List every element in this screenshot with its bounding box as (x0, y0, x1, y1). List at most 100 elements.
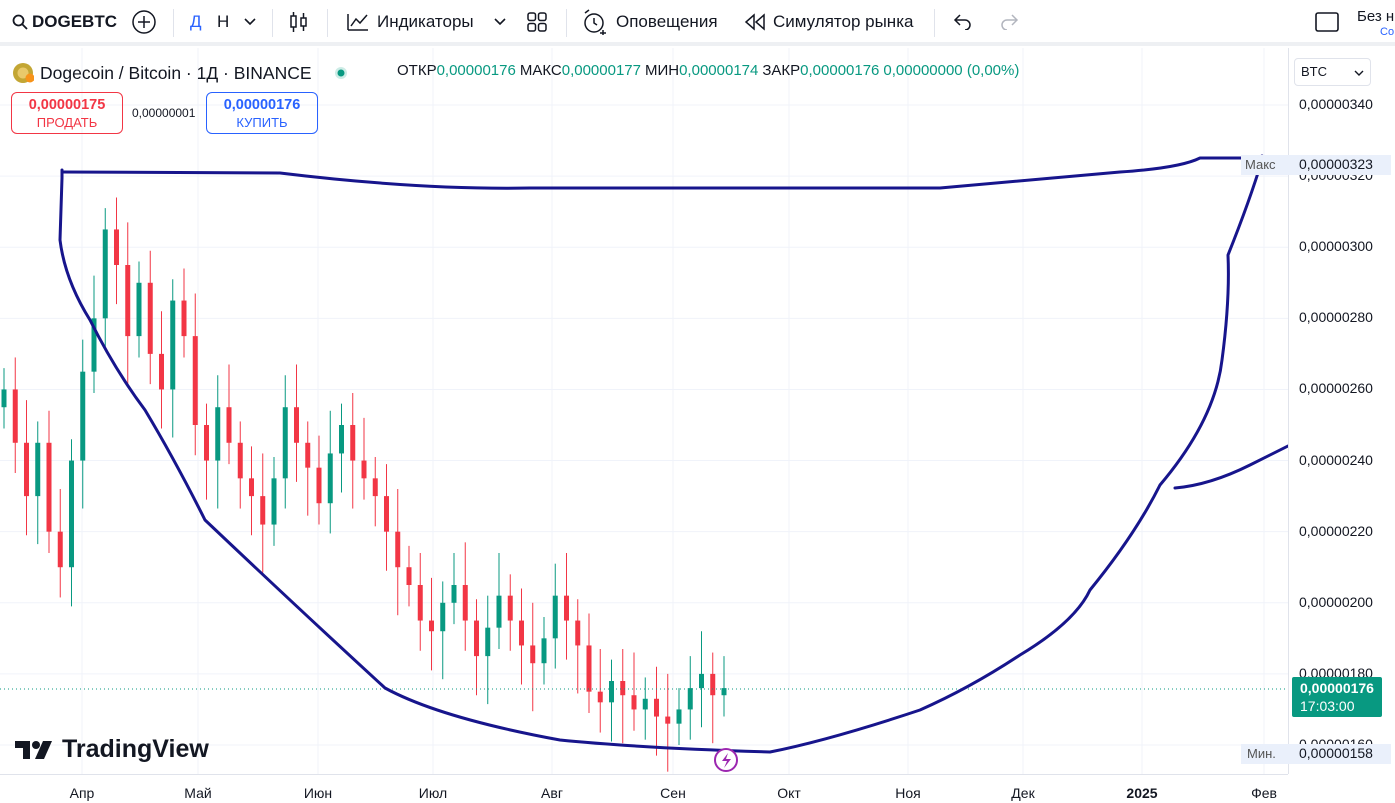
candle-body (485, 627, 491, 657)
candle-body (620, 681, 626, 696)
candle-body (170, 300, 176, 390)
rewind-icon (744, 13, 765, 31)
price-axis[interactable]: BTC 0,00000340 0,00000320 0,00000300 0,0000… (1241, 48, 1395, 774)
candle-body (181, 300, 187, 337)
interval-week-button[interactable]: Н (217, 12, 230, 31)
redo-icon (1001, 14, 1019, 30)
buy-price: 0,00000176 (223, 97, 301, 113)
layout-name[interactable]: Без н (1357, 8, 1395, 25)
spread-value: 0,00000001 (132, 106, 196, 120)
market-open-dot-icon (334, 67, 347, 79)
hand-drawn-cup-and-handle (58, 154, 1288, 754)
tradingview-watermark[interactable]: TradingView (15, 735, 209, 764)
candle-body (575, 620, 581, 646)
sell-button[interactable]: 0,00000175 ПРОДАТЬ (11, 92, 123, 134)
candle-body (451, 585, 457, 603)
top-toolbar: DOGEBTC Д Н Индикаторы Оповещения Симуля… (0, 0, 1395, 46)
candle-body (665, 716, 671, 724)
min-tag-value: 0,00000158 (1299, 745, 1373, 761)
sell-label: ПРОДАТЬ (36, 115, 98, 130)
search-icon (12, 14, 28, 30)
event-marker[interactable] (714, 748, 738, 772)
interval-dropdown-button[interactable] (244, 0, 256, 44)
candle-body (91, 318, 97, 372)
candle-body (564, 595, 569, 621)
min-price-tag: Мин. 0,00000158 (1241, 744, 1391, 764)
candle-body (609, 681, 614, 703)
dogecoin-icon (13, 63, 34, 83)
candle-body (226, 407, 232, 443)
time-tick-label: Июл (418, 785, 448, 801)
candle-body (474, 620, 479, 657)
candle-body (429, 620, 434, 632)
indicators-button[interactable]: Индикаторы (346, 0, 474, 44)
interval-day-button[interactable]: Д (190, 12, 202, 31)
alerts-button[interactable]: Оповещения (582, 0, 718, 44)
candles-series (1, 197, 727, 772)
candle-body (204, 425, 209, 461)
time-tick-label: 2025 (1126, 785, 1158, 801)
candle-body (327, 453, 333, 504)
candle-body (519, 620, 524, 646)
compare-symbol-button[interactable] (131, 0, 157, 44)
candle-body (192, 336, 198, 425)
chart-legend: Dogecoin / Bitcoin · 1Д · BINANCE (12, 60, 348, 86)
symbol-search-button[interactable]: DOGEBTC (12, 0, 117, 44)
alarm-clock-icon (584, 9, 606, 35)
candle-body (316, 467, 322, 504)
time-tick-label: Окт (777, 785, 801, 801)
min-tag-label: Мин. (1247, 746, 1276, 761)
symbol-title: Dogecoin / Bitcoin · 1Д · BINANCE (40, 62, 312, 83)
candle-body (440, 602, 446, 632)
price-chart[interactable] (0, 48, 1288, 774)
tradingview-logo-icon (15, 740, 52, 759)
candle-body (687, 688, 693, 710)
undo-button[interactable] (952, 0, 972, 44)
max-price-tag: Макс 0,00000323 (1241, 155, 1391, 175)
chart-type-button[interactable] (288, 0, 310, 44)
replay-button[interactable]: Симулятор рынка (744, 0, 913, 44)
buy-button[interactable]: 0,00000176 КУПИТЬ (206, 92, 318, 134)
candle-body (541, 638, 547, 664)
candle-body (631, 695, 637, 710)
watermark-text: TradingView (62, 735, 209, 763)
candle-body (417, 585, 423, 621)
candle-body (586, 645, 592, 692)
price-tick-label: 0,00000200 (1299, 593, 1373, 610)
ohlc-values: ОТКР0,00000176 МАКС0,00000177 МИН0,00000… (397, 62, 1019, 79)
ohlc-low: МИН0,00000174 (644, 62, 759, 79)
candle-body (114, 229, 119, 265)
ohlc-change: 0,00000000 (0,00%) (883, 62, 1020, 79)
price-tick-label: 0,00000280 (1299, 309, 1373, 326)
candle-body (530, 645, 536, 664)
candle-body (24, 442, 29, 497)
redo-button[interactable] (1000, 0, 1020, 44)
max-tag-value: 0,00000323 (1299, 156, 1373, 172)
price-tick-label: 0,00000180 (1299, 664, 1373, 681)
candle-body (597, 691, 603, 703)
indicators-dropdown-button[interactable] (494, 0, 506, 44)
layout-checkbox[interactable] (1314, 0, 1340, 44)
time-tick-label: Авг (541, 785, 563, 801)
candle-body (147, 282, 153, 354)
price-tick-label: 0,00000260 (1299, 380, 1373, 397)
candle-body (69, 460, 74, 568)
indicators-icon (347, 14, 368, 31)
price-tick-label: 0,00000240 (1299, 451, 1373, 468)
candle-body (215, 407, 221, 461)
time-tick-label: Май (184, 785, 212, 801)
candle-body (12, 389, 18, 443)
candle-body (361, 460, 367, 479)
templates-button[interactable] (526, 0, 548, 44)
candle-body (676, 709, 682, 724)
currency-value: BTC (1301, 64, 1327, 79)
currency-select[interactable]: BTC (1294, 58, 1371, 86)
ohlc-open: ОТКР0,00000176 (397, 62, 516, 79)
countdown-value: 17:03:00 (1300, 698, 1355, 714)
candle-body (496, 595, 502, 628)
candle-body (699, 673, 704, 689)
last-price-tag: 0,00000176 17:03:00 (1292, 677, 1382, 717)
candle-body (260, 496, 266, 525)
candle-body (237, 442, 243, 479)
time-axis[interactable]: Апр Май Июн Июл Авг Сен Окт Ноя Дек 2025 Фев (0, 774, 1288, 803)
